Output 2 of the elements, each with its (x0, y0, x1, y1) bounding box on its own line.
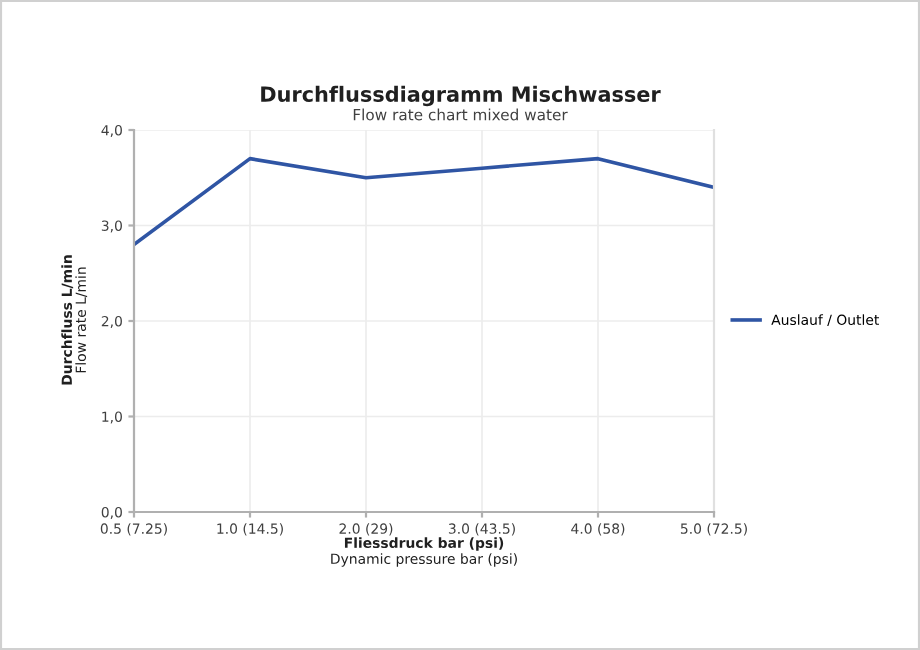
chart-title: Durchflussdiagramm Mischwasser (261, 85, 661, 107)
line-series (134, 156, 714, 247)
